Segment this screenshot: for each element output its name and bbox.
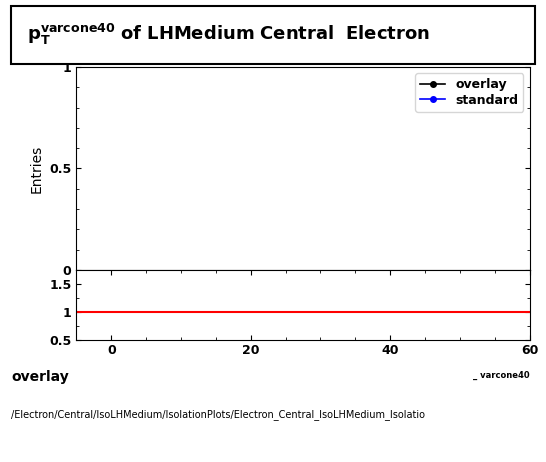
Text: _ varcone40: _ varcone40 — [473, 371, 530, 380]
Text: $\mathbf{p_T^{varcone40}}$$\mathbf{\ of\ LHMedium\ Central\ \ Electron}$: $\mathbf{p_T^{varcone40}}$$\mathbf{\ of\… — [27, 22, 430, 48]
Y-axis label: Entries: Entries — [30, 144, 44, 193]
Text: /Electron/Central/IsoLHMedium/IsolationPlots/Electron_Central_IsoLHMedium_Isolat: /Electron/Central/IsoLHMedium/IsolationP… — [11, 409, 425, 420]
Legend: overlay, standard: overlay, standard — [416, 73, 524, 112]
FancyBboxPatch shape — [11, 6, 535, 64]
Text: overlay: overlay — [11, 370, 69, 383]
